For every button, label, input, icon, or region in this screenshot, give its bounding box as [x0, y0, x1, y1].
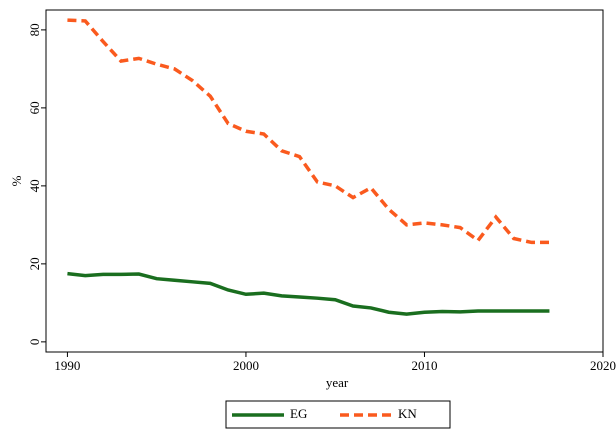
legend-label: KN	[398, 406, 417, 421]
x-tick-label: 1990	[54, 358, 80, 373]
y-tick-label: 40	[27, 179, 42, 192]
y-tick-label: 60	[27, 101, 42, 114]
y-tick-label: 20	[27, 257, 42, 270]
plot-frame	[45, 9, 604, 353]
series-line	[67, 18, 550, 245]
y-tick-label: 0	[27, 339, 42, 346]
x-tick-label: 2010	[411, 358, 437, 373]
y-axis-label: %	[9, 175, 24, 186]
y-tick-label: 80	[27, 23, 42, 36]
legend-box	[225, 400, 451, 429]
legend-label: EG	[290, 406, 307, 421]
x-tick-label: 2000	[233, 358, 259, 373]
x-tick-label: 2020	[590, 358, 616, 373]
series-line	[67, 271, 550, 316]
x-axis-label: year	[326, 375, 349, 390]
